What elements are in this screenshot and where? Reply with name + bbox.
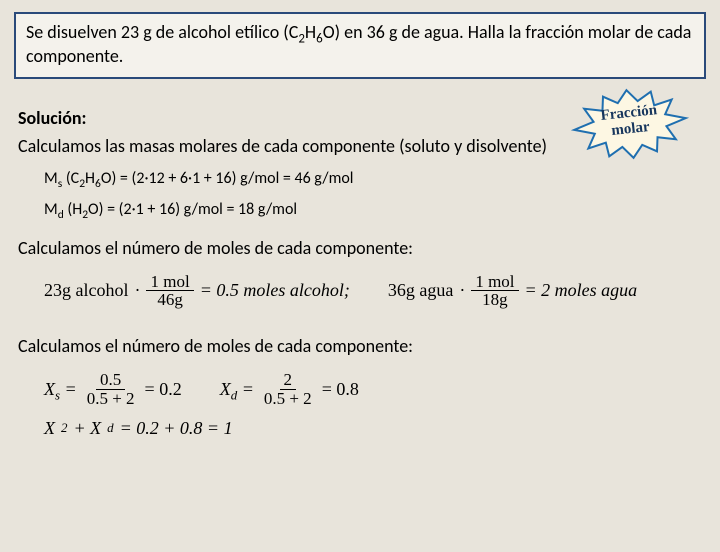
mass-solute: Ms (C2H6O) = (2·12 + 6·1 + 16) g/mol = 4… [44,169,702,188]
xd-val: = 0.8 [322,379,359,400]
problem-text: Se disuelven 23 g de alcohol etílico (C2… [26,21,691,67]
frac-den: 46g [153,291,187,309]
frac-num: 0.5 [96,371,125,390]
alcohol-fraction: 1 mol 46g [146,273,193,310]
sum-equation-row: X2 + Xd = 0.2 + 0.8 = 1 [44,418,702,439]
xd-fraction: 2 0.5 + 2 [260,371,316,408]
callout-burst: Fracción molar [567,82,694,166]
alcohol-mass: 23g alcohol [44,280,128,301]
frac-num: 2 [280,371,297,390]
frac-num: 1 mol [471,273,518,292]
xs-sub: s [55,388,60,403]
xd-sub: d [231,388,237,403]
frac-den: 18g [478,291,512,309]
xd-label: X [220,379,231,399]
solution-heading: Solución: [18,107,87,129]
frac-den: 0.5 + 2 [260,390,316,408]
problem-statement-box: Se disuelven 23 g de alcohol etílico (C2… [14,12,706,79]
moles-agua: 36g agua· 1 mol 18g = 2 moles agua [388,273,637,310]
xs-fraction: 0.5 0.5 + 2 [83,371,139,408]
fraction-equations: Xs = 0.5 0.5 + 2 = 0.2 Xd = 2 0.5 + 2 = … [44,371,702,408]
agua-result: = 2 moles agua [525,280,638,301]
moles-alcohol: 23g alcohol· 1 mol 46g = 0.5 moles alcoh… [44,273,350,310]
moles-equations: 23g alcohol· 1 mol 46g = 0.5 moles alcoh… [44,273,702,310]
moles-intro: Calculamos el número de moles de cada co… [18,237,702,259]
xs-label: X [44,379,55,399]
fractions-intro: Calculamos el número de moles de cada co… [18,335,702,357]
sum-equation: X2 + Xd = 0.2 + 0.8 = 1 [44,418,233,439]
agua-fraction: 1 mol 18g [471,273,518,310]
frac-num: 1 mol [146,273,193,292]
xs-val: = 0.2 [145,379,182,400]
alcohol-result: = 0.5 moles alcohol; [200,280,350,301]
burst-line2: molar [611,119,651,139]
xs-eq: Xs = 0.5 0.5 + 2 = 0.2 [44,371,182,408]
mass-solvent: Md (H2O) = (2·1 + 16) g/mol = 18 g/mol [44,200,702,219]
agua-mass: 36g agua [388,280,453,301]
xd-eq: Xd = 2 0.5 + 2 = 0.8 [220,371,359,408]
frac-den: 0.5 + 2 [83,390,139,408]
